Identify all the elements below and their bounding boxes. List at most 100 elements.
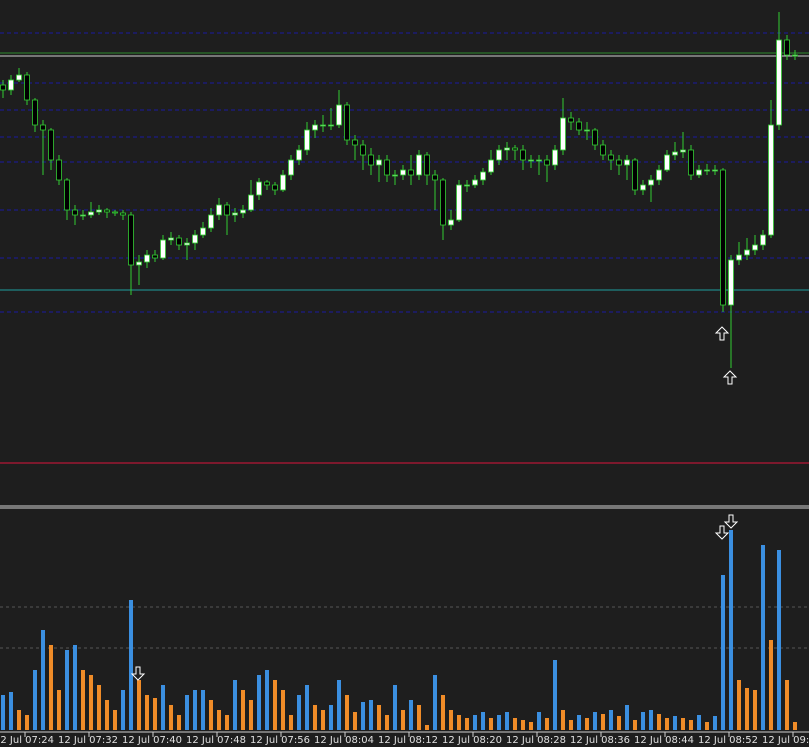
candle-body: [344, 104, 350, 141]
candle-body: [128, 214, 134, 266]
candle-body: [592, 129, 598, 146]
candle-body: [512, 147, 518, 151]
candle-body: [200, 227, 206, 236]
volume-bar: [505, 712, 509, 730]
volume-bar: [297, 695, 301, 730]
candle-body: [416, 154, 422, 176]
candle-body: [656, 169, 662, 181]
signal-arrows: [130, 326, 739, 681]
volume-bar: [721, 575, 725, 730]
volume-bar: [161, 685, 165, 730]
volume-bar: [393, 685, 397, 730]
volume-bar: [409, 700, 413, 730]
volume-bar: [129, 600, 133, 730]
down-arrow: [714, 525, 730, 540]
volume-bar: [273, 680, 277, 730]
candle-body: [384, 159, 390, 176]
candle-body: [552, 149, 558, 166]
volume-bar: [705, 722, 709, 730]
volume-bar: [689, 720, 693, 730]
candle-body: [576, 121, 582, 131]
volume-bar: [49, 645, 53, 730]
candle-body: [336, 104, 342, 126]
volume-bar: [9, 692, 13, 730]
volume-bar: [633, 720, 637, 730]
candle-body: [424, 154, 430, 176]
volume-bar: [553, 660, 557, 730]
candle-body: [408, 169, 414, 176]
volume-bar: [257, 675, 261, 730]
volume-bar: [473, 715, 477, 730]
x-tick-label: 12 Jul 07:48: [186, 735, 246, 746]
candle-body: [464, 184, 470, 187]
volume-bar: [537, 712, 541, 730]
volume-bar: [529, 722, 533, 730]
x-tick-label: 12 Jul 07:40: [122, 735, 182, 746]
candle-body: [488, 159, 494, 173]
volume-bar: [17, 710, 21, 730]
candle-body: [40, 124, 46, 131]
candle-body: [472, 179, 478, 186]
candle-body: [248, 194, 254, 211]
volume-bar: [593, 712, 597, 730]
volume-bar: [665, 718, 669, 730]
candle-body: [304, 129, 310, 151]
candle-body: [704, 169, 710, 172]
x-tick-label: 12 Jul 08:52: [698, 735, 758, 746]
volume-bar: [361, 702, 365, 730]
volume-bar: [601, 714, 605, 730]
volume-bar: [641, 712, 645, 730]
volume-bar: [433, 675, 437, 730]
volume-bar: [745, 688, 749, 730]
volume-bar: [97, 685, 101, 730]
volume-bar: [761, 545, 765, 730]
volume-bar: [697, 715, 701, 730]
candle-body: [480, 171, 486, 181]
volume-bar: [569, 720, 573, 730]
candle-body: [664, 154, 670, 171]
candle-body: [144, 254, 150, 263]
volume-bar: [185, 695, 189, 730]
volume-bar: [609, 710, 613, 730]
candle-body: [736, 254, 742, 261]
candle-body: [448, 219, 454, 226]
candle-body: [752, 244, 758, 251]
candle-body: [560, 117, 566, 151]
candle-body: [720, 169, 726, 306]
volume-bar: [233, 680, 237, 730]
volume-bar: [337, 680, 341, 730]
volume-bar: [521, 720, 525, 730]
volume-bar: [673, 716, 677, 730]
volume-bar: [401, 710, 405, 730]
down-arrow: [130, 666, 146, 681]
x-tick-label: 12 Jul 08:44: [634, 735, 694, 746]
candle-body: [88, 211, 94, 216]
volume-bar: [657, 714, 661, 730]
volume-bar: [57, 690, 61, 730]
candle-body: [504, 147, 510, 151]
time-axis-labels: 12 Jul 07:24 12 Jul 07:32 12 Jul 07:40 12 J…: [0, 732, 809, 746]
candle-body: [64, 179, 70, 211]
volume-bar: [137, 680, 141, 730]
candle-body: [264, 181, 270, 186]
volume-bar: [81, 670, 85, 730]
x-tick-label: 12 Jul 08:20: [442, 735, 502, 746]
candle-body: [48, 129, 54, 161]
volume-bar: [113, 710, 117, 730]
volume-bar: [1, 695, 5, 730]
volume-bar: [377, 705, 381, 730]
candle-body: [400, 169, 406, 176]
candle-body: [216, 204, 222, 216]
volume-bar: [425, 725, 429, 730]
candle-body: [544, 159, 550, 166]
volume-bar: [769, 640, 773, 730]
volume-bar: [321, 710, 325, 730]
candle-body: [776, 39, 782, 126]
x-tick-label: 12 Jul 07:24: [0, 735, 54, 746]
volume-bar: [105, 700, 109, 730]
volume-bar: [385, 715, 389, 730]
candle-body: [120, 212, 126, 216]
candle-body: [96, 209, 102, 213]
candle-body: [688, 149, 694, 176]
candle-body: [600, 144, 606, 156]
